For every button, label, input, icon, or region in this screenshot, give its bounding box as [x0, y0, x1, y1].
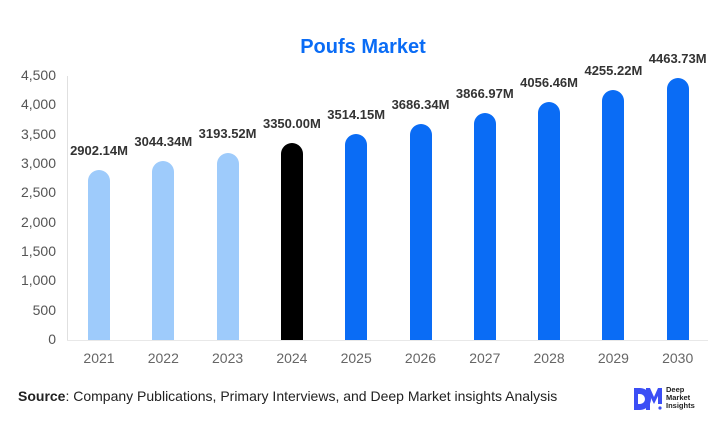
- bar-2025: [345, 133, 368, 340]
- logo-line-1: Deep: [666, 385, 685, 394]
- y-tick-label: 4,500: [20, 67, 56, 83]
- bar-2030: [666, 78, 689, 340]
- x-tick-label: 2028: [533, 350, 565, 366]
- source-text: : Company Publications, Primary Intervie…: [65, 388, 558, 404]
- y-tick-label: 2,000: [20, 213, 56, 230]
- logo-line-3: Insights: [666, 401, 695, 410]
- y-tick-label: 3,000: [20, 155, 56, 171]
- x-tick-label: 2024: [276, 350, 308, 366]
- x-tick-label: 2021: [83, 350, 115, 366]
- value-label: 3193.52M: [198, 125, 257, 141]
- x-tick-label: 2030: [662, 350, 694, 366]
- logo-line-2: Market: [666, 393, 691, 402]
- value-label: 4463.73M: [648, 51, 707, 67]
- y-axis-line: [67, 76, 68, 340]
- x-tick-label: 2027: [469, 350, 501, 366]
- y-tick-label: 0: [48, 331, 56, 347]
- dm-logo-icon: [634, 388, 662, 410]
- x-tick-label: 2022: [147, 350, 179, 366]
- y-tick-label: 3,500: [20, 125, 56, 142]
- bar-2026: [409, 123, 432, 340]
- bar-2022: [152, 161, 175, 340]
- x-tick-label: 2025: [340, 350, 372, 366]
- value-label: 3044.34M: [134, 134, 193, 150]
- source-note: Source: Company Publications, Primary In…: [18, 388, 557, 404]
- bar-2029: [602, 90, 625, 340]
- y-tick-label: 2,500: [20, 184, 56, 201]
- y-tick-label: 4,000: [20, 96, 56, 113]
- value-label: 3686.34M: [391, 96, 450, 112]
- chart-title: Poufs Market: [300, 36, 426, 58]
- bar-2021: [88, 169, 110, 340]
- bar-2028: [538, 102, 561, 340]
- logo-text: Deep Market Insights: [666, 386, 695, 410]
- bar-2023: [216, 152, 239, 340]
- value-label: 4056.46M: [520, 75, 578, 91]
- value-label: 3514.15M: [327, 106, 386, 122]
- x-tick-label: 2029: [597, 350, 629, 366]
- company-logo: Deep Market Insights: [634, 385, 714, 413]
- bar-2027: [473, 113, 496, 340]
- source-label: Source: [18, 388, 66, 404]
- bar-2024: [280, 143, 303, 340]
- x-tick-label: 2023: [212, 350, 244, 366]
- x-axis-line: [67, 340, 708, 341]
- y-tick-label: 500: [32, 301, 56, 318]
- value-label: 2902.14M: [70, 142, 128, 158]
- value-label: 3350.00M: [262, 116, 321, 132]
- value-label: 4255.22M: [584, 63, 643, 79]
- y-tick-label: 1,000: [20, 272, 56, 289]
- value-label: 3866.97M: [455, 86, 514, 102]
- x-tick-label: 2026: [404, 350, 437, 366]
- y-tick-label: 1,500: [20, 243, 56, 259]
